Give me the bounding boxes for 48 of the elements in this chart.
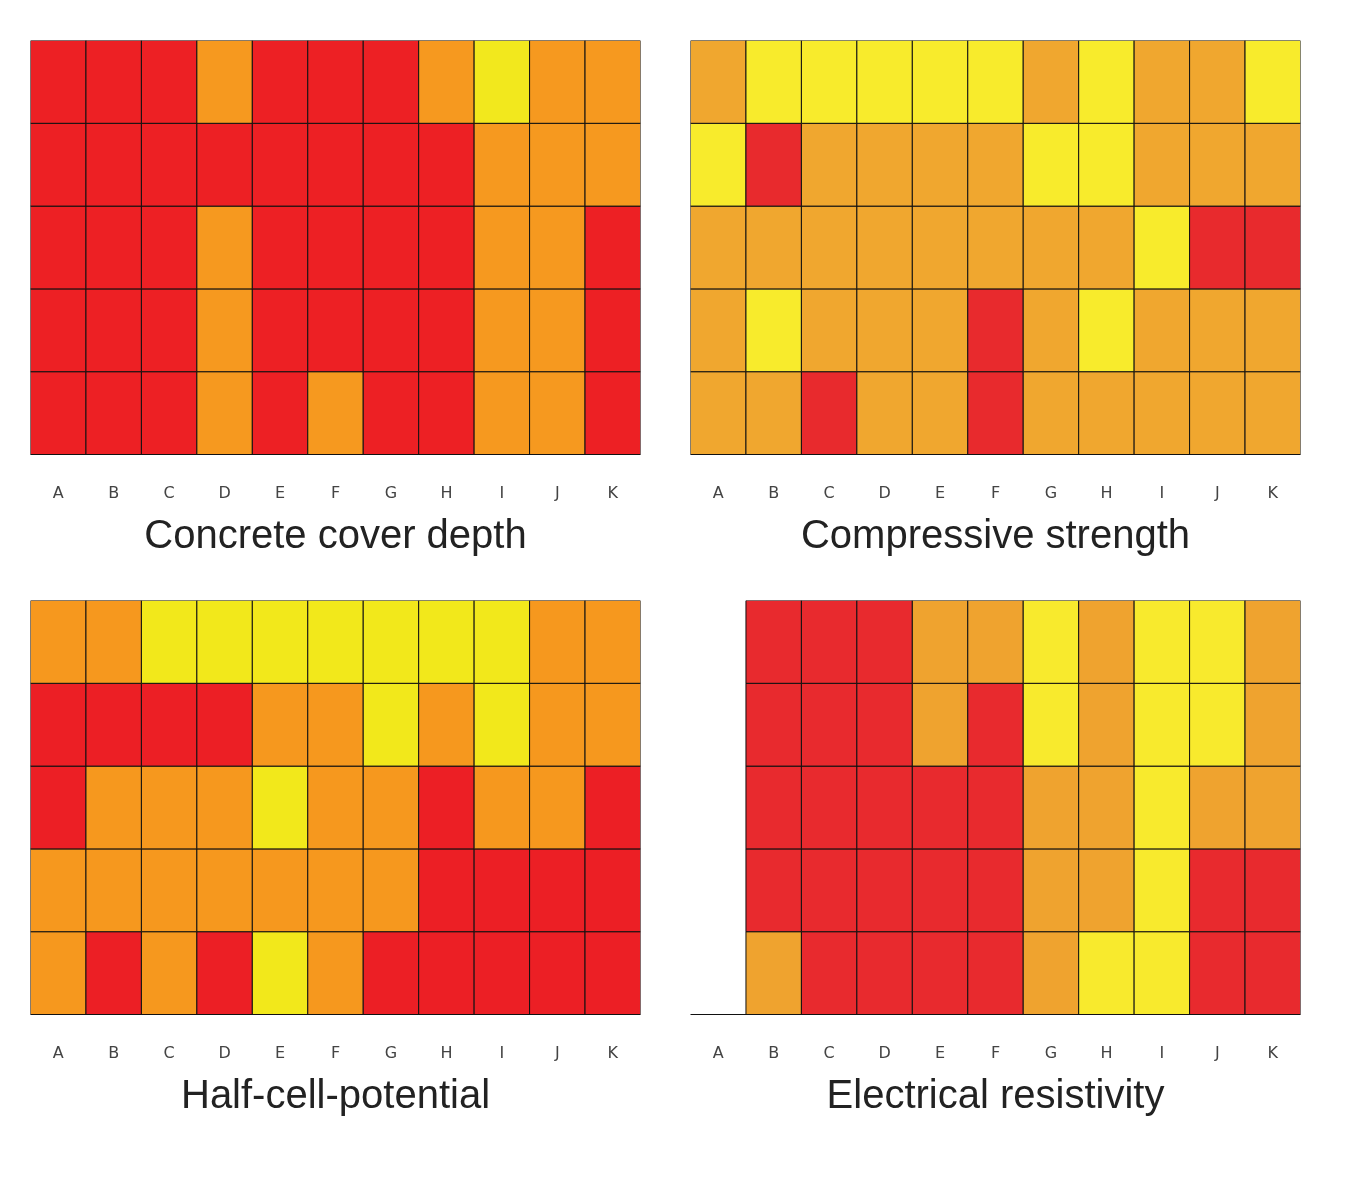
x-tick-label: D: [218, 1042, 231, 1062]
x-tick-label: F: [330, 1042, 341, 1062]
x-tick-label: C: [163, 482, 175, 502]
x-tick-label: H: [440, 1042, 453, 1062]
x-tick-label: H: [440, 482, 453, 502]
text: Concrete cover depth: [144, 511, 527, 556]
x-tick-label: A: [52, 482, 64, 502]
x-tick-label: K: [607, 1042, 619, 1062]
x-tick-label: J: [553, 482, 560, 502]
x-tick-label: D: [878, 482, 891, 502]
x-tick-label: J: [1213, 482, 1220, 502]
text: Half-cell-potential: [180, 1071, 491, 1116]
x-tick-label: F: [990, 1042, 1001, 1062]
x-tick-label: C: [823, 482, 835, 502]
x-tick-label: E: [274, 1042, 286, 1062]
x-tick-label: F: [330, 482, 341, 502]
x-tick-label: I: [499, 1042, 505, 1062]
x-tick-label: I: [1159, 482, 1165, 502]
x-tick-label: D: [878, 1042, 891, 1062]
x-tick-label: A: [712, 1042, 724, 1062]
x-tick-label: E: [274, 482, 286, 502]
x-tick-label: E: [934, 482, 946, 502]
x-tick-label: B: [768, 1042, 780, 1062]
text: Compressive strength: [800, 511, 1191, 556]
x-tick-label: J: [553, 1042, 560, 1062]
x-tick-label: G: [384, 1042, 398, 1062]
x-tick-label: F: [990, 482, 1001, 502]
x-tick-label: B: [768, 482, 780, 502]
x-tick-label: G: [1044, 482, 1058, 502]
x-tick-label: C: [163, 1042, 175, 1062]
x-tick-label: H: [1100, 482, 1113, 502]
x-tick-label: J: [1213, 1042, 1220, 1062]
x-tick-label: B: [108, 1042, 120, 1062]
text: Electrical resistivity: [826, 1071, 1165, 1116]
x-tick-label: G: [384, 482, 398, 502]
x-tick-label: B: [108, 482, 120, 502]
x-tick-label: C: [823, 1042, 835, 1062]
x-tick-label: D: [218, 482, 231, 502]
x-tick-label: G: [1044, 1042, 1058, 1062]
x-tick-label: K: [1267, 482, 1279, 502]
x-tick-label: E: [934, 1042, 946, 1062]
x-tick-label: K: [1267, 1042, 1279, 1062]
x-tick-label: A: [712, 482, 724, 502]
x-tick-label: I: [499, 482, 505, 502]
x-tick-label: K: [607, 482, 619, 502]
x-tick-label: A: [52, 1042, 64, 1062]
x-tick-label: H: [1100, 1042, 1113, 1062]
x-tick-label: I: [1159, 1042, 1165, 1062]
